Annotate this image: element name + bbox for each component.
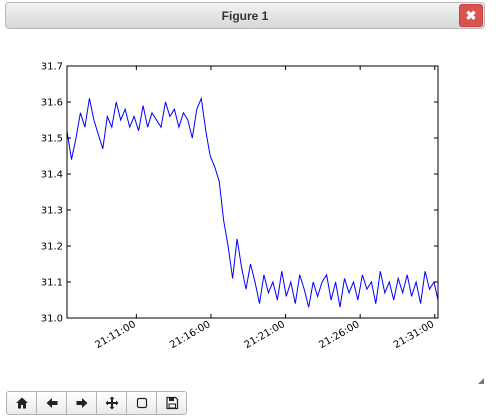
pan-button[interactable] bbox=[96, 391, 127, 415]
line-chart: 31.0 31.1 31.2 31.3 31.4 31.5 31.6 31.7 21:11:00… bbox=[41, 62, 439, 351]
close-button[interactable]: ✖ bbox=[459, 4, 483, 27]
close-icon: ✖ bbox=[465, 8, 477, 23]
x-tick-label: 21:16:00 bbox=[168, 319, 212, 351]
x-tick-label: 21:26:00 bbox=[317, 319, 361, 351]
axes-frame bbox=[66, 65, 439, 319]
x-tick-label: 21:31:00 bbox=[392, 319, 436, 351]
y-tick-label: 31.6 bbox=[41, 98, 63, 109]
y-tick-label: 31.0 bbox=[41, 314, 63, 325]
save-icon bbox=[165, 396, 178, 410]
y-tick-label: 31.2 bbox=[41, 242, 63, 253]
resize-grip-icon[interactable] bbox=[478, 378, 484, 384]
move-icon bbox=[105, 396, 118, 410]
data-line-series-0 bbox=[66, 96, 439, 308]
figure-canvas[interactable]: 31.0 31.1 31.2 31.3 31.4 31.5 31.6 31.7 21:11:00… bbox=[0, 30, 500, 375]
y-tick-label: 31.5 bbox=[41, 134, 63, 145]
arrow-left-icon bbox=[46, 398, 57, 408]
y-tick-label: 31.4 bbox=[41, 170, 63, 181]
y-tick-label: 31.3 bbox=[41, 206, 63, 217]
home-button[interactable] bbox=[6, 391, 37, 415]
window-title: Figure 1 bbox=[221, 9, 269, 23]
forward-button[interactable] bbox=[66, 391, 97, 415]
figure-toolbar bbox=[6, 391, 187, 415]
y-tick-label: 31.7 bbox=[41, 62, 63, 73]
window-titlebar: Figure 1 ✖ bbox=[5, 2, 485, 29]
y-tick-label: 31.1 bbox=[41, 278, 63, 289]
arrow-right-icon bbox=[76, 398, 87, 408]
zoom-button[interactable] bbox=[126, 391, 157, 415]
home-icon bbox=[15, 397, 28, 409]
zoom-rect-icon bbox=[136, 397, 147, 409]
x-tick-label: 21:11:00 bbox=[93, 319, 137, 351]
save-button[interactable] bbox=[156, 391, 187, 415]
x-tick-label: 21:21:00 bbox=[243, 319, 287, 351]
back-button[interactable] bbox=[36, 391, 67, 415]
